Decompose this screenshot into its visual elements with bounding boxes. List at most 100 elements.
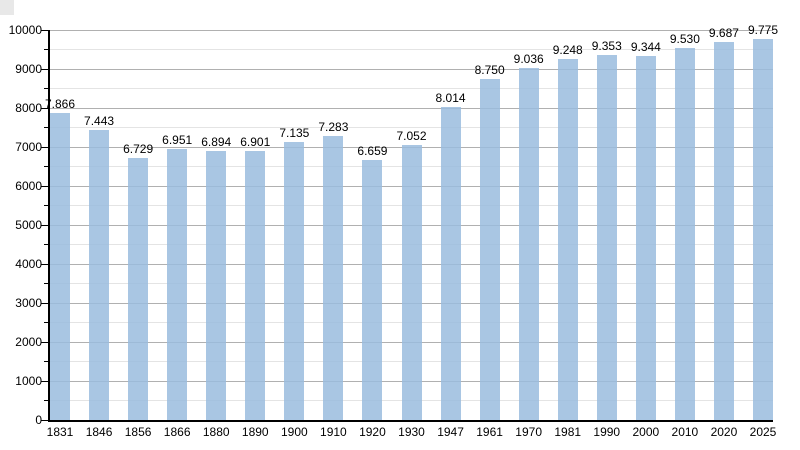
x-tick-label: 1990 (593, 425, 621, 439)
bar (596, 55, 617, 420)
bar (245, 150, 266, 420)
bar-value-label: 6.659 (357, 144, 388, 159)
bar (557, 59, 578, 420)
bar (284, 141, 305, 420)
x-tick-label: 1831 (46, 425, 74, 439)
y-tick-label: 6000 (15, 179, 42, 193)
x-axis-line (48, 420, 773, 422)
y-tick-label: 9000 (15, 62, 42, 76)
gridline-minor (50, 49, 773, 50)
x-tick-label: 1866 (163, 425, 191, 439)
x-tick-label: 1981 (554, 425, 582, 439)
bar-value-label: 9.530 (669, 32, 700, 47)
x-tick-label: 1920 (359, 425, 386, 439)
x-tick-label: 2025 (749, 425, 777, 439)
bar-value-label: 8.014 (435, 91, 466, 106)
bar (206, 151, 227, 420)
x-tick-label: 1961 (476, 425, 503, 439)
y-tick-minor (44, 205, 48, 206)
x-tick-label: 1900 (280, 425, 308, 439)
bar (167, 148, 188, 420)
bar-value-label: 9.353 (591, 39, 622, 54)
y-tick-major (41, 419, 48, 421)
bar (635, 55, 656, 420)
bar (713, 42, 734, 420)
y-tick-major (41, 341, 48, 343)
y-tick-major (41, 302, 48, 304)
y-tick-label: 0 (35, 413, 42, 427)
bar-value-label: 7.866 (44, 97, 76, 112)
x-tick-label: 1856 (124, 425, 152, 439)
bar (753, 38, 773, 420)
bar (401, 144, 422, 420)
bar (518, 67, 539, 420)
bar (128, 157, 149, 420)
bar (440, 107, 461, 420)
bar-value-label: 8.750 (474, 62, 505, 77)
corner-artifact (0, 0, 14, 15)
bar-value-label: 9.036 (513, 51, 544, 66)
y-tick-minor (44, 283, 48, 284)
bar (362, 160, 383, 420)
y-axis-labels: 0 1000 2000 3000 4000 5000 6000 7000 8000 9000 100… (0, 0, 42, 450)
y-tick-label: 8000 (15, 101, 42, 115)
gridline-major (50, 107, 773, 109)
x-tick-label: 1910 (320, 425, 347, 439)
bar-value-label: 9.775 (747, 22, 779, 37)
bar-value-label: 9.687 (708, 26, 739, 41)
y-tick-minor (44, 400, 48, 401)
plot-area: 7.866 7.443 6.729 6.951 6.894 6.901 7.135 7.283… (45, 24, 778, 420)
x-tick-label: 1930 (398, 425, 425, 439)
y-tick-minor (44, 322, 48, 323)
x-tick-label: 1970 (515, 425, 543, 439)
gridline-major (50, 68, 773, 70)
x-tick-label: 1880 (202, 425, 230, 439)
y-tick-major (41, 263, 48, 265)
y-tick-minor (44, 127, 48, 128)
bar-value-label: 7.135 (279, 125, 310, 140)
bar-value-label: 6.729 (123, 141, 154, 156)
bar (323, 135, 344, 420)
y-tick-major (41, 107, 48, 109)
y-tick-major (41, 68, 48, 70)
bar-value-label: 6.951 (162, 132, 193, 147)
gridline-major (50, 29, 773, 31)
y-tick-major (41, 380, 48, 382)
y-tick-minor (44, 49, 48, 50)
bar-value-label: 6.894 (201, 135, 232, 150)
y-tick-label: 5000 (15, 218, 42, 232)
x-tick-label: 1947 (437, 425, 464, 439)
bar-value-label: 6.901 (240, 134, 271, 149)
gridline-minor (50, 88, 773, 89)
x-tick-label: 1846 (85, 425, 113, 439)
y-axis-line (48, 30, 50, 422)
y-tick-label: 3000 (15, 296, 42, 310)
y-tick-label: 1000 (15, 374, 42, 388)
x-axis-labels: 1831 1846 1856 1866 1880 1890 1900 1910 1920 1930… (46, 425, 777, 446)
bar-value-label: 7.052 (396, 128, 427, 143)
bar (674, 48, 695, 420)
y-tick-major (41, 146, 48, 148)
y-tick-major (41, 29, 48, 31)
bar-value-label: 7.283 (318, 119, 349, 134)
bar-value-label: 9.344 (630, 39, 661, 54)
bar (50, 113, 70, 420)
y-tick-major (41, 185, 48, 187)
y-tick-label: 7000 (15, 140, 42, 154)
gridline-minor (50, 127, 773, 128)
y-tick-minor (44, 88, 48, 89)
x-tick-label: 2010 (671, 425, 699, 439)
x-tick-label: 2000 (632, 425, 660, 439)
x-tick-label: 1890 (241, 425, 269, 439)
y-tick-major (41, 224, 48, 226)
y-tick-label: 10000 (8, 23, 42, 37)
x-tick-label: 2020 (710, 425, 738, 439)
bar-value-label: 7.443 (84, 113, 115, 128)
y-tick-label: 4000 (15, 257, 42, 271)
y-tick-minor (44, 166, 48, 167)
y-tick-minor (44, 361, 48, 362)
bar (479, 78, 500, 420)
bar-value-label: 9.248 (552, 43, 583, 58)
bar (89, 129, 110, 420)
